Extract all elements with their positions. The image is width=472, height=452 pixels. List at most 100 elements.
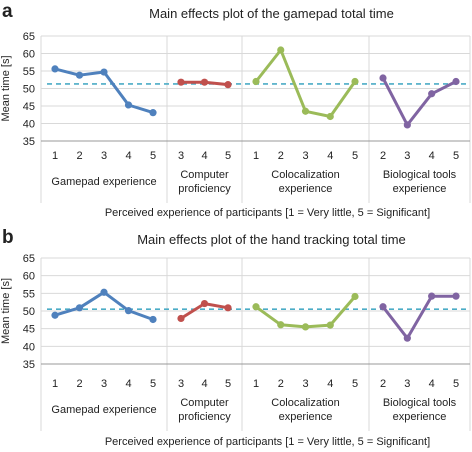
y-tick-label: 65 xyxy=(23,31,35,43)
y-tick-label: 35 xyxy=(23,136,35,148)
x-tick-label: 3 xyxy=(101,150,107,162)
x-tick-label: 4 xyxy=(125,378,131,390)
x-tick-label: 1 xyxy=(52,150,58,162)
data-point xyxy=(379,74,387,82)
y-tick-label: 45 xyxy=(23,324,35,336)
panel-label: a xyxy=(2,1,13,22)
y-tick-label: 55 xyxy=(23,66,35,78)
series-group-3: 1 2 3 4 5 Colocalization experience xyxy=(252,46,359,195)
y-tick-label: 65 xyxy=(23,253,35,265)
data-point xyxy=(124,101,133,109)
series-line xyxy=(254,48,357,118)
group-label: Gamepad experience xyxy=(51,176,156,188)
data-point xyxy=(379,303,387,311)
x-tick-label: 3 xyxy=(302,150,308,162)
y-tick-label: 55 xyxy=(23,288,35,300)
data-point xyxy=(301,107,310,115)
series-group-3: 1 2 3 4 5 Colocalization experience xyxy=(252,292,359,423)
data-point xyxy=(200,299,209,308)
panel-label: b xyxy=(2,227,14,248)
data-point xyxy=(403,121,411,129)
data-point xyxy=(177,78,185,86)
group-label: proficiency xyxy=(178,183,231,195)
x-tick-label: 5 xyxy=(150,378,156,390)
data-point xyxy=(351,292,359,301)
x-tick-label: 1 xyxy=(253,150,259,162)
group-label: Biological tools xyxy=(383,397,457,409)
series-group-1: 1 2 3 4 5 Gamepad experience xyxy=(51,65,157,188)
x-tick-label: 3 xyxy=(178,150,184,162)
x-tick-label: 5 xyxy=(453,150,459,162)
x-tick-label: 2 xyxy=(76,150,82,162)
y-tick-label: 60 xyxy=(23,271,35,283)
group-label: Computer xyxy=(180,169,229,181)
x-tick-label: 4 xyxy=(327,378,333,390)
y-tick-label: 45 xyxy=(23,101,35,113)
data-point xyxy=(100,288,108,296)
x-tick-label: 3 xyxy=(178,378,184,390)
data-point xyxy=(252,303,260,311)
y-tick-label: 50 xyxy=(23,306,35,318)
x-tick-label: 3 xyxy=(404,378,410,390)
x-tick-label: 2 xyxy=(278,378,284,390)
group-label: Colocalization xyxy=(271,169,339,181)
x-tick-label: 5 xyxy=(352,150,358,162)
data-point xyxy=(326,321,334,329)
y-tick-label: 40 xyxy=(23,341,35,353)
x-axis-label: Perceived experience of participants [1 … xyxy=(105,436,430,448)
data-point xyxy=(326,112,334,121)
x-tick-label: 4 xyxy=(327,150,333,162)
data-point xyxy=(100,68,108,76)
x-tick-label: 4 xyxy=(429,378,435,390)
data-point xyxy=(301,323,310,331)
series-group-4: 2 3 4 5 Biological tools experience xyxy=(379,74,460,195)
group-label: Computer xyxy=(180,397,229,409)
data-point xyxy=(51,65,59,73)
x-tick-label: 2 xyxy=(380,150,386,162)
x-tick-label: 2 xyxy=(76,378,82,390)
x-tick-label: 4 xyxy=(125,150,131,162)
data-point xyxy=(277,321,285,329)
y-tick-label: 40 xyxy=(23,119,35,131)
data-point xyxy=(277,46,285,54)
x-tick-label: 3 xyxy=(101,378,107,390)
x-tick-label: 2 xyxy=(278,150,284,162)
group-label: experience xyxy=(279,411,333,423)
x-axis-label: Perceived experience of participants [1 … xyxy=(105,207,430,219)
series-line xyxy=(254,295,357,329)
chart-panel-b: b Main effects plot of the hand tracking … xyxy=(0,227,471,448)
data-point xyxy=(200,78,209,86)
data-point xyxy=(149,315,157,324)
x-tick-label: 1 xyxy=(52,378,58,390)
group-label: Biological tools xyxy=(383,169,457,181)
x-tick-label: 4 xyxy=(201,378,207,390)
chart-title: Main effects plot of the hand tracking t… xyxy=(137,232,406,247)
x-tick-label: 4 xyxy=(429,150,435,162)
x-tick-label: 3 xyxy=(404,150,410,162)
data-point xyxy=(224,81,232,89)
group-label: experience xyxy=(393,411,447,423)
y-tick-label: 50 xyxy=(23,84,35,96)
data-point xyxy=(428,90,436,98)
group-label: Gamepad experience xyxy=(51,404,156,416)
group-label: experience xyxy=(393,183,447,195)
y-tick-label: 60 xyxy=(23,49,35,61)
x-tick-label: 5 xyxy=(453,378,459,390)
group-label: proficiency xyxy=(178,411,231,423)
data-point xyxy=(177,314,185,323)
x-tick-label: 2 xyxy=(380,378,386,390)
data-point xyxy=(51,311,59,319)
data-point xyxy=(428,292,436,300)
series-group-2: 3 4 5 Computer proficiency xyxy=(177,78,232,195)
data-point xyxy=(149,109,157,117)
group-label: Colocalization xyxy=(271,397,339,409)
x-tick-label: 5 xyxy=(225,150,231,162)
series-line xyxy=(381,294,458,340)
data-point xyxy=(224,304,232,312)
data-point xyxy=(351,77,359,86)
data-point xyxy=(452,77,460,86)
x-tick-label: 4 xyxy=(201,150,207,162)
x-tick-label: 3 xyxy=(302,378,308,390)
data-point xyxy=(124,307,133,315)
